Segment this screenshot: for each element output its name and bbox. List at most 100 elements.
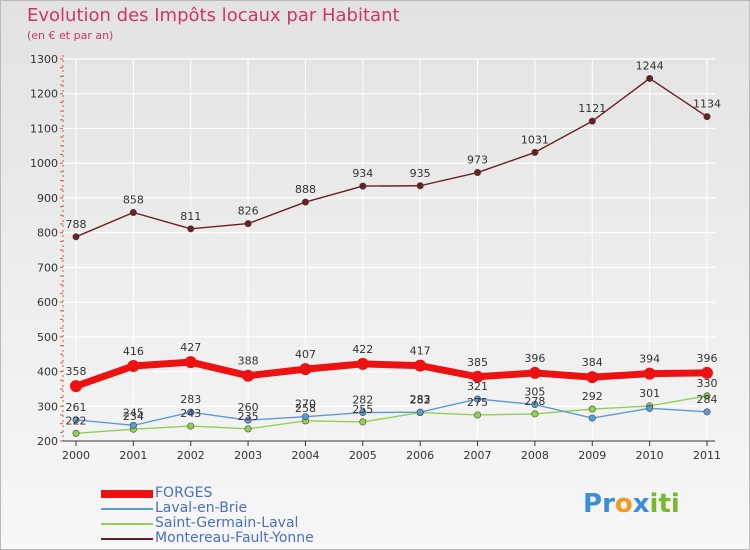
data-label: 1244 <box>636 59 664 72</box>
data-point <box>72 429 80 437</box>
data-label: 243 <box>180 407 201 420</box>
data-point <box>474 169 482 177</box>
y-tick-label: 1000 <box>30 157 58 170</box>
data-point <box>701 366 713 379</box>
data-point <box>474 411 482 419</box>
data-point <box>646 74 654 82</box>
y-tick-label: 300 <box>37 400 58 413</box>
data-point <box>127 359 140 372</box>
data-point <box>299 363 312 376</box>
data-point <box>586 371 599 384</box>
data-point <box>301 413 309 421</box>
legend-swatch <box>101 489 153 498</box>
series-line-FORGES <box>72 358 711 390</box>
legend-label: Montereau-Fault-Yonne <box>155 530 314 546</box>
series-line-Saint-Germain-Laval <box>75 395 708 435</box>
data-label: 261 <box>66 401 87 414</box>
data-point <box>184 356 197 369</box>
data-label: 934 <box>352 167 373 180</box>
data-point <box>242 369 255 382</box>
data-label: 283 <box>410 393 431 406</box>
plot-area <box>63 59 715 441</box>
data-label: 270 <box>295 398 316 411</box>
brand-letter: t <box>658 489 671 519</box>
x-tick-label: 2011 <box>693 449 721 462</box>
data-point <box>703 392 711 400</box>
data-point <box>703 113 711 121</box>
data-point <box>244 425 252 433</box>
series-line-Laval-en-Brie <box>75 398 708 427</box>
data-label: 858 <box>123 193 144 206</box>
x-tick-label: 2007 <box>464 449 492 462</box>
data-point <box>588 117 596 125</box>
data-point <box>643 367 656 380</box>
data-point <box>70 380 82 393</box>
data-label: 292 <box>582 390 603 403</box>
y-tick-label: 600 <box>37 296 58 309</box>
brand-logo: Proxiti <box>583 489 680 519</box>
data-point <box>588 414 596 422</box>
legend-swatch <box>101 507 153 510</box>
data-label: 330 <box>697 377 718 390</box>
data-label: 973 <box>467 154 488 167</box>
data-point <box>416 182 424 190</box>
data-point <box>588 405 596 413</box>
data-point <box>129 421 137 429</box>
data-point <box>129 208 137 216</box>
data-label: 275 <box>467 396 488 409</box>
data-label: 826 <box>238 205 259 218</box>
data-label: 1031 <box>521 133 549 146</box>
data-label: 388 <box>238 355 259 368</box>
data-label: 427 <box>180 341 201 354</box>
data-label: 245 <box>123 406 144 419</box>
data-label: 305 <box>524 386 545 399</box>
data-label: 222 <box>66 414 87 427</box>
data-label: 358 <box>66 365 87 378</box>
y-tick-label: 400 <box>37 366 58 379</box>
x-tick-label: 2006 <box>406 449 434 462</box>
data-label: 260 <box>238 401 259 414</box>
data-point <box>244 220 252 228</box>
brand-letter: r <box>602 489 615 519</box>
data-point <box>359 418 367 426</box>
legend: FORGES Laval-en-Brie Saint-Germain-Laval Mo… <box>101 486 314 546</box>
data-label: 422 <box>352 343 373 356</box>
legend-swatch <box>101 522 153 525</box>
y-tick-label: 800 <box>37 227 58 240</box>
data-point <box>646 404 654 412</box>
data-label: 282 <box>352 394 373 407</box>
data-point <box>187 422 195 430</box>
x-tick-label: 2004 <box>291 449 319 462</box>
x-tick-label: 2002 <box>177 449 205 462</box>
data-label: 301 <box>639 387 660 400</box>
data-label: 1134 <box>693 98 721 111</box>
chart-title: Evolution des Impôts locaux par Habitant <box>27 5 400 26</box>
brand-letter: i <box>670 489 680 519</box>
brand-letter: x <box>632 489 650 519</box>
data-label: 283 <box>180 393 201 406</box>
legend-item: Laval-en-Brie <box>101 501 314 516</box>
data-label: 284 <box>697 393 718 406</box>
x-tick-label: 2001 <box>119 449 147 462</box>
data-label: 235 <box>238 410 259 423</box>
legend-label: Saint-Germain-Laval <box>155 515 299 531</box>
y-tick-label: 1300 <box>30 53 58 66</box>
legend-swatch <box>101 537 153 540</box>
data-label: 935 <box>410 167 431 180</box>
data-label: 282 <box>410 394 431 407</box>
data-label: 258 <box>295 402 316 415</box>
data-point <box>72 416 80 424</box>
x-tick-label: 2005 <box>349 449 377 462</box>
data-point <box>356 357 369 370</box>
y-tick-label: 1100 <box>30 122 58 135</box>
data-point <box>72 233 80 241</box>
data-point <box>301 198 309 206</box>
data-point <box>474 395 482 403</box>
data-point <box>244 416 252 424</box>
data-label: 394 <box>639 353 660 366</box>
data-label: 385 <box>467 356 488 369</box>
data-label: 416 <box>123 345 144 358</box>
y-tick-label: 1200 <box>30 88 58 101</box>
